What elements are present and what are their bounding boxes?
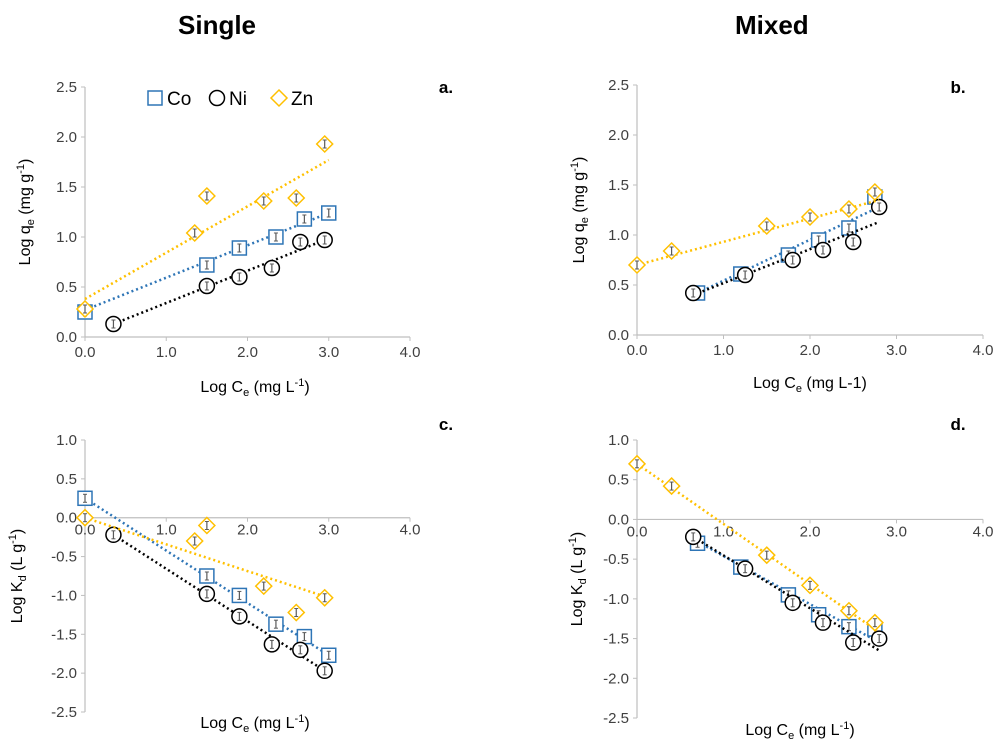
chart-panel-c: -2.5 -2.0 -1.5 -1.0 -0.5 0.0 0.5 1.0 0.0 1.0 2.0 3.… [7,415,453,735]
panel-label: a. [439,78,453,97]
y-tick-label: 0.5 [56,471,77,488]
y-tick-label: -1.0 [51,587,77,604]
chart-panel-d: -2.5 -2.0 -1.5 -1.0 -0.5 0.0 0.5 1.0 0.0 1.0 2.0 3.… [567,415,993,742]
series-ni [684,198,888,302]
column-title-mixed: Mixed [735,10,809,40]
y-tick-label: -0.5 [51,549,77,566]
column-title-single: Single [178,10,257,40]
x-tick-label: 4.0 [400,522,421,539]
y-tick-label: -2.5 [51,704,77,721]
x-tick-label: 4.0 [973,523,993,540]
y-tick-label: 0.5 [608,277,629,294]
x-tick-label: 2.0 [237,522,258,539]
x-tick-label: 2.0 [800,523,821,540]
y-tick-label: 2.0 [56,129,77,146]
x-tick-label: 4.0 [400,344,421,361]
chart-panel-b: 0.0 0.5 1.0 1.5 2.0 2.5 0.0 1.0 2.0 3.0 4.0 Log Ce … [569,77,993,395]
series-zn [75,134,334,319]
x-tick-label: 3.0 [886,523,907,540]
series-zn [75,508,334,622]
y-tick-label: 1.5 [608,177,629,194]
legend-label-zn: Zn [291,89,313,110]
legend-marker-co [147,90,163,106]
x-axis-label: Log Ce (mg L-1) [200,713,309,735]
y-tick-label: 1.0 [56,229,77,246]
y-tick-label: 1.0 [608,227,629,244]
chart-panel-a: 0.0 0.5 1.0 1.5 2.0 2.5 0.0 1.0 2.0 3.0 4.0 Log Ce … [15,78,453,399]
x-tick-label: 2.0 [237,344,258,361]
legend: Co Ni Zn [147,88,313,110]
x-tick-label: 1.0 [156,344,177,361]
legend-label-co: Co [167,89,191,110]
series-zn [627,454,884,634]
y-tick-label: 0.5 [608,472,629,489]
legend-marker-zn [269,88,289,108]
legend-marker-ni [208,89,226,107]
y-tick-label: -2.5 [603,710,629,727]
y-tick-label: 0.0 [56,329,77,346]
y-axis-label: Log qe (mg g-1) [15,159,37,266]
x-tick-label: 4.0 [973,342,993,359]
trendline-ni [692,535,880,652]
x-axis-label: Log Ce (mg L-1) [200,377,309,399]
x-tick-label: 3.0 [318,522,339,539]
y-tick-label: 1.0 [608,432,629,449]
y-axis-label: Log qe (mg g-1) [569,157,591,264]
trendline-co [84,497,330,657]
trendline-zn [84,158,330,301]
series-zn [627,182,884,275]
series-ni [105,526,333,680]
y-tick-label: 0.5 [56,279,77,296]
y-tick-label: 0.0 [608,327,629,344]
x-tick-label: 1.0 [713,523,734,540]
y-tick-label: -1.0 [603,591,629,608]
y-tick-label: 1.0 [56,432,77,449]
y-axis-label: Log Kd (L g-1) [7,529,29,623]
x-tick-label: 0.0 [75,344,96,361]
x-tick-label: 3.0 [886,342,907,359]
series-ni [105,231,333,333]
legend-label-ni: Ni [229,89,247,110]
y-tick-label: 2.5 [608,77,629,94]
panel-label: d. [950,415,965,434]
panel-label: b. [950,78,965,97]
y-tick-label: 0.0 [56,510,77,527]
x-tick-label: 0.0 [627,342,648,359]
x-tick-label: 3.0 [318,344,339,361]
x-tick-label: 1.0 [156,522,177,539]
y-tick-label: -2.0 [51,665,77,682]
y-axis-label: Log Kd (L g-1) [567,532,589,626]
y-tick-label: -2.0 [603,670,629,687]
y-tick-label: 0.0 [608,511,629,528]
x-tick-label: 2.0 [800,342,821,359]
x-tick-label: 0.0 [75,522,96,539]
y-tick-label: -1.5 [603,631,629,648]
y-tick-label: -0.5 [603,551,629,568]
y-tick-label: -1.5 [51,626,77,643]
series-co [77,490,337,664]
x-tick-label: 0.0 [627,523,648,540]
x-axis-label: Log Ce (mg L-1) [745,720,854,742]
series-co [77,205,337,320]
y-tick-label: 1.5 [56,179,77,196]
panel-label: c. [439,415,453,434]
series-ni [684,528,888,652]
trendline-ni [112,533,326,672]
trendline-zn [636,462,880,634]
x-axis-label: Log Ce (mg L-1) [753,375,867,395]
y-tick-label: 2.0 [608,127,629,144]
trendline-ni [112,238,326,326]
trendline-ni [692,220,880,297]
x-tick-label: 1.0 [713,342,734,359]
y-tick-label: 2.5 [56,79,77,96]
